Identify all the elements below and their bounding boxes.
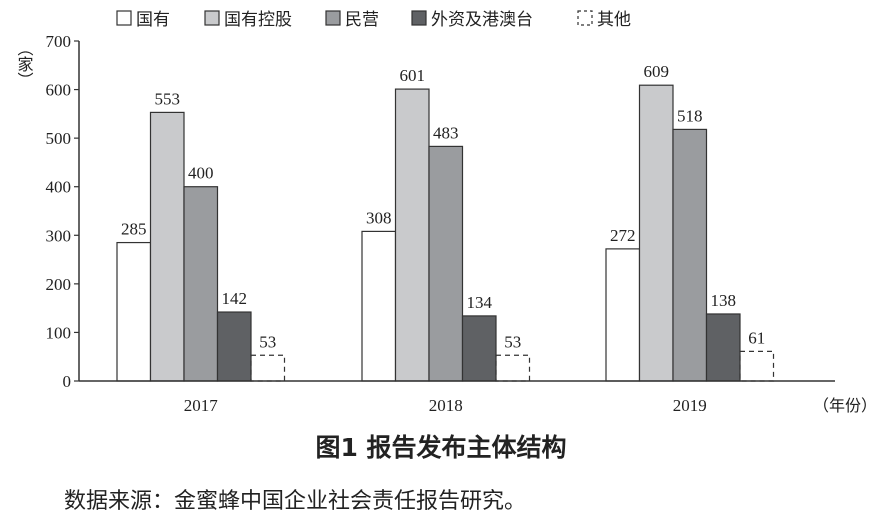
data-label: 483	[433, 123, 459, 142]
data-label: 53	[504, 332, 521, 351]
data-label: 142	[222, 289, 248, 308]
bar-2018-民营	[428, 145, 464, 382]
bar-2019-其他	[739, 350, 775, 382]
legend-swatch	[116, 10, 132, 26]
bar-chart: 国有 国有控股 民营 外资及港澳台 其他 0 100 200 300 400 500 600 700 （…	[15, 10, 878, 415]
bar-2017-民营	[183, 186, 219, 382]
y-tick-label: 500	[46, 129, 72, 148]
y-axis: 0 100 200 300 400 500 600 700 （家）	[15, 32, 80, 391]
x-axis-title: （年份）	[813, 396, 877, 415]
bar-2017-国有	[116, 241, 152, 382]
x-axis: 2017 2018 2019 （年份）	[79, 380, 877, 415]
legend-swatch	[325, 10, 341, 26]
bar-2017-外资及港澳台	[216, 311, 252, 382]
data-label: 134	[467, 293, 493, 312]
bar-2019-民营	[672, 128, 708, 382]
y-tick-label: 0	[63, 372, 72, 391]
legend: 国有 国有控股 民营 外资及港澳台 其他	[116, 10, 631, 30]
data-label: 601	[400, 66, 426, 85]
data-label: 308	[366, 208, 392, 227]
data-label: 272	[610, 226, 636, 245]
y-tick-label: 200	[46, 275, 72, 294]
data-label: 61	[748, 328, 765, 347]
bar-2019-国有	[605, 248, 641, 382]
bar-2018-国有	[361, 230, 397, 382]
data-label: 518	[677, 106, 703, 125]
bar-2018-其他	[495, 354, 531, 382]
legend-swatch	[204, 10, 220, 26]
y-tick-label: 300	[46, 226, 72, 245]
bar-2017-其他	[250, 354, 286, 382]
y-axis-title: （家）	[15, 40, 34, 88]
bar-2018-国有控股	[394, 88, 430, 382]
bar-2019-国有控股	[638, 84, 674, 382]
y-tick-label: 400	[46, 178, 72, 197]
data-label: 553	[155, 89, 181, 108]
legend-label: 国有控股	[224, 10, 292, 30]
y-tick-label: 100	[46, 323, 72, 342]
x-tick-label: 2017	[184, 396, 219, 415]
y-tick-label: 600	[46, 81, 72, 100]
legend-label: 外资及港澳台	[431, 10, 533, 30]
bar-2017-国有控股	[149, 111, 185, 382]
legend-label: 其他	[597, 10, 631, 30]
bar-2019-外资及港澳台	[705, 313, 741, 382]
legend-label: 民营	[345, 10, 379, 30]
x-tick-label: 2018	[429, 396, 463, 415]
data-label: 285	[121, 220, 147, 239]
y-tick-label: 700	[46, 32, 72, 51]
legend-label: 国有	[136, 10, 170, 30]
bars: 285 553 400 142 53 308 601 483 134 53 272 609 518 138…	[116, 62, 775, 382]
data-source-note: 数据来源：金蜜蜂中国企业社会责任报告研究。	[64, 489, 527, 514]
data-label: 609	[644, 62, 670, 81]
figure-caption: 图1 报告发布主体结构	[315, 433, 567, 462]
data-label: 53	[259, 332, 276, 351]
bar-2018-外资及港澳台	[461, 315, 497, 382]
data-label: 138	[711, 291, 737, 310]
data-label: 400	[188, 164, 214, 183]
x-tick-label: 2019	[673, 396, 707, 415]
legend-swatch	[577, 10, 593, 26]
legend-swatch	[411, 10, 427, 26]
